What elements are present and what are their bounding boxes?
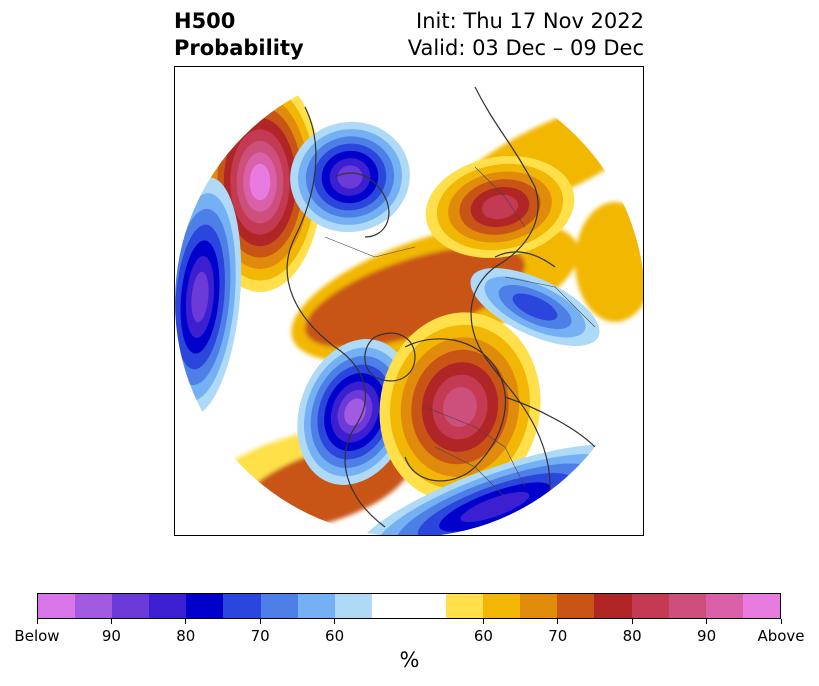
above-anomaly-contour xyxy=(481,194,519,220)
colorbar-tick-label: 60 xyxy=(325,627,345,645)
colorbar-segment xyxy=(223,594,261,618)
colorbar-segment xyxy=(446,594,484,618)
colorbar-tick-mark xyxy=(110,619,112,624)
colorbar-segment xyxy=(631,594,669,618)
colorbar-segment xyxy=(112,594,150,618)
colorbar-segment xyxy=(149,594,187,618)
colorbar-tick-mark xyxy=(185,619,187,624)
colorbar-segment xyxy=(594,594,632,618)
colorbar-segment xyxy=(38,594,76,618)
colorbar-tick-label: 70 xyxy=(548,627,568,645)
colorbar-segment xyxy=(742,594,780,618)
probability-map xyxy=(175,67,643,535)
below-anomaly-contour xyxy=(512,293,558,321)
below-anomaly-contour xyxy=(337,165,363,189)
below-anomaly-contour xyxy=(191,271,209,323)
colorbar-tick-mark xyxy=(780,619,782,624)
plot-title: H500 Probability xyxy=(174,8,304,62)
init-date: Init: Thu 17 Nov 2022 xyxy=(416,9,644,33)
anomaly-contours xyxy=(175,72,637,535)
colorbar-segment xyxy=(668,594,706,618)
colorbar-segment xyxy=(520,594,558,618)
colorbar-tick-label: Above xyxy=(757,627,805,645)
colorbar-segment xyxy=(371,594,447,618)
colorbar-segment xyxy=(483,594,521,618)
valid-range: Valid: 03 Dec – 09 Dec xyxy=(407,36,644,60)
below-anomaly-contour xyxy=(460,491,530,523)
colorbar-tick-label: 90 xyxy=(101,627,121,645)
polar-map xyxy=(174,66,644,536)
colorbar xyxy=(37,593,781,619)
colorbar-segment xyxy=(557,594,595,618)
colorbar-tick-mark xyxy=(259,619,261,624)
colorbar-tick-mark xyxy=(706,619,708,624)
title-field: H500 xyxy=(174,9,236,33)
colorbar-unit: % xyxy=(399,648,420,672)
colorbar-segment xyxy=(705,594,743,618)
above-anomaly-contour xyxy=(443,387,477,427)
borders xyxy=(324,166,596,498)
colorbar-segment xyxy=(297,594,335,618)
colorbar-segment xyxy=(260,594,298,618)
colorbar-tick-label: 80 xyxy=(622,627,642,645)
colorbar-segment xyxy=(186,594,224,618)
colorbar-tick-label: 70 xyxy=(250,627,270,645)
colorbar-segment xyxy=(75,594,113,618)
colorbar-tick-label: 60 xyxy=(473,627,493,645)
colorbar-tick-label: 80 xyxy=(176,627,196,645)
colorbar-tick-mark xyxy=(334,619,336,624)
colorbar-tick-mark xyxy=(557,619,559,624)
colorbar-tick-mark xyxy=(631,619,633,624)
title-variable: Probability xyxy=(174,36,304,60)
plot-dates: Init: Thu 17 Nov 2022 Valid: 03 Dec – 09… xyxy=(408,8,644,62)
colorbar-tick-mark xyxy=(36,619,38,624)
colorbar-segment xyxy=(334,594,372,618)
colorbar-tick-mark xyxy=(482,619,484,624)
colorbar-tick-label: Below xyxy=(14,627,60,645)
above-anomaly-contour xyxy=(249,163,271,201)
colorbar-tick-label: 90 xyxy=(697,627,717,645)
coastlines xyxy=(286,86,626,535)
